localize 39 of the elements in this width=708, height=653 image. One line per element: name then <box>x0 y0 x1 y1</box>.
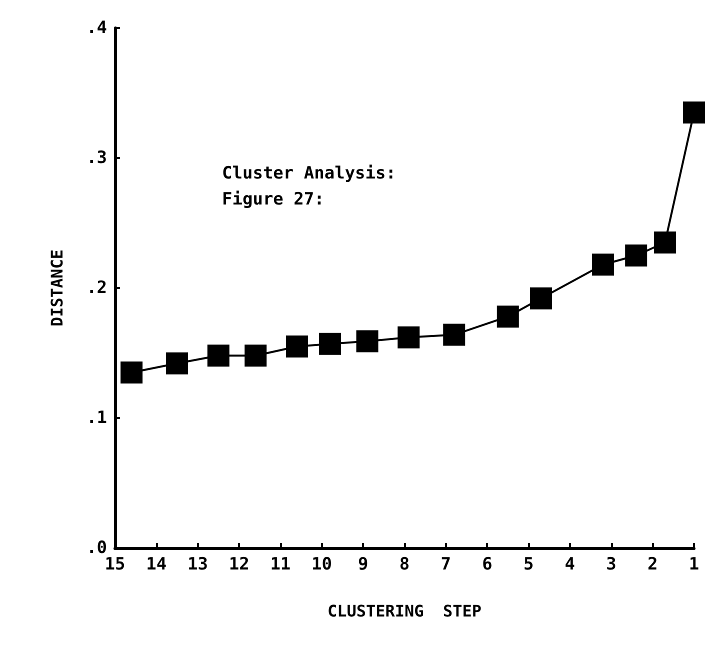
point <box>496 306 519 328</box>
point <box>443 324 466 346</box>
x-tick-label: 10 <box>312 554 332 574</box>
point <box>207 344 230 367</box>
x-tick-label: 9 <box>358 554 368 574</box>
y-tick-label: .0 <box>86 538 107 558</box>
annotation: Figure 27: <box>222 190 324 210</box>
x-tick-label: 14 <box>146 554 167 574</box>
point <box>683 102 705 124</box>
x-axis-title: CLUSTERING STEP <box>327 602 482 620</box>
y-tick-label: .3 <box>86 148 107 168</box>
point <box>120 362 143 384</box>
x-tick-label: 12 <box>228 554 250 574</box>
point <box>244 344 267 367</box>
x-tick-label: 15 <box>104 554 126 574</box>
x-tick-label: 4 <box>564 554 576 574</box>
point <box>286 336 308 358</box>
x-tick-label: 13 <box>187 554 208 574</box>
y-tick-label: .4 <box>86 18 107 38</box>
x-tick-label: 11 <box>270 554 291 574</box>
point <box>654 232 676 254</box>
x-tick-label: 7 <box>440 554 451 574</box>
x-tick-label: 6 <box>482 554 492 574</box>
point <box>166 352 188 374</box>
point <box>592 254 614 276</box>
x-tick-label: 3 <box>606 554 616 574</box>
point <box>398 326 420 348</box>
x-tick-label: 2 <box>648 554 658 574</box>
point <box>530 287 552 310</box>
point <box>356 330 378 352</box>
point <box>625 244 648 266</box>
annotation: Cluster Analysis: <box>222 164 396 184</box>
y-tick-label: .2 <box>86 278 107 298</box>
point <box>319 332 342 355</box>
x-tick-label: 5 <box>523 554 534 574</box>
x-tick-label: 1 <box>688 554 700 574</box>
y-tick-label: .1 <box>86 408 107 428</box>
y-axis-title: DISTANCE <box>48 249 66 327</box>
x-tick-label: 8 <box>399 554 410 574</box>
